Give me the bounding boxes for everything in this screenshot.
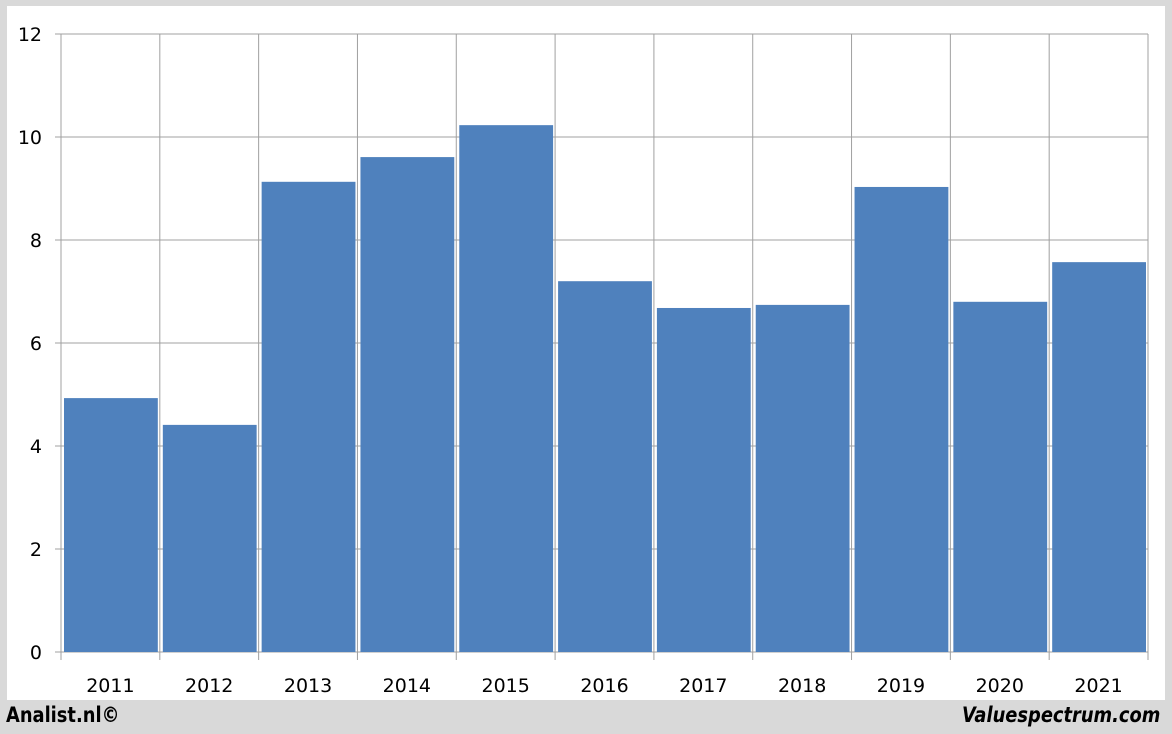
bar-2015 [459,125,554,652]
bar-2019 [854,186,949,652]
bar-2020 [953,301,1048,652]
bar-2013 [261,181,356,652]
bar-2012 [162,424,257,652]
x-tick-label: 2016 [580,675,628,697]
y-tick-label: 12 [18,24,42,46]
bar-2017 [656,307,751,652]
x-tick-label: 2013 [284,675,332,697]
bar-2018 [755,304,850,652]
x-tick-label: 2014 [383,675,431,697]
footer-left-credit: Analist.nl© [6,703,120,727]
bar-2014 [360,157,455,652]
x-tick-label: 2019 [877,675,925,697]
y-tick-label: 6 [30,333,42,355]
bar-2021 [1052,262,1146,652]
x-tick-label: 2017 [679,675,727,697]
bar-2011 [64,398,158,652]
x-tick-label: 2015 [482,675,530,697]
x-tick-label: 2021 [1074,675,1122,697]
y-tick-label: 10 [18,127,42,149]
x-tick-label: 2018 [778,675,826,697]
x-tick-label: 2012 [185,675,233,697]
footer-right-credit: Valuespectrum.com [961,703,1160,727]
bar-2016 [558,281,652,652]
y-tick-label: 8 [30,230,42,252]
y-tick-label: 2 [30,539,42,561]
x-tick-label: 2011 [86,675,134,697]
x-tick-label: 2020 [976,675,1024,697]
y-tick-label: 0 [30,642,42,664]
y-tick-label: 4 [30,436,42,458]
